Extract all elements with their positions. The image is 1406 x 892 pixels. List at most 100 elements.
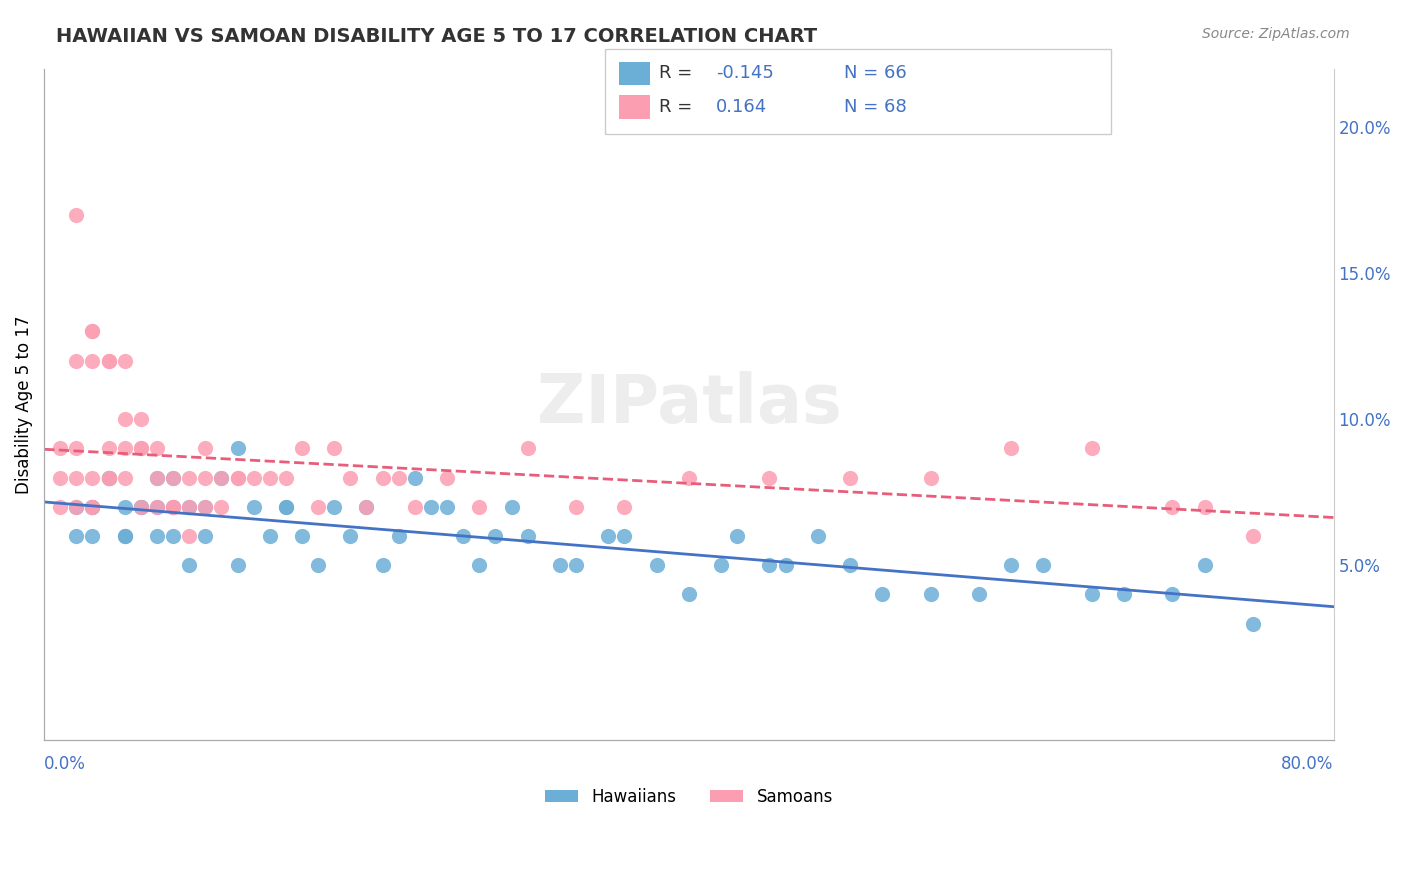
- Point: [129, 442, 152, 456]
- Y-axis label: Disability Age 5 to 17: Disability Age 5 to 17: [15, 315, 32, 494]
- Point: [451, 529, 474, 543]
- Point: [97, 470, 120, 484]
- Text: HAWAIIAN VS SAMOAN DISABILITY AGE 5 TO 17 CORRELATION CHART: HAWAIIAN VS SAMOAN DISABILITY AGE 5 TO 1…: [56, 27, 817, 45]
- Point: [1000, 558, 1022, 573]
- Point: [1112, 587, 1135, 601]
- Point: [65, 500, 87, 514]
- Point: [356, 500, 378, 514]
- Point: [209, 500, 232, 514]
- Point: [339, 470, 361, 484]
- Point: [404, 500, 426, 514]
- Point: [162, 500, 184, 514]
- Point: [226, 442, 249, 456]
- Point: [404, 470, 426, 484]
- Point: [484, 529, 506, 543]
- Point: [194, 500, 217, 514]
- Point: [516, 442, 538, 456]
- Point: [1161, 500, 1184, 514]
- Point: [129, 500, 152, 514]
- Point: [323, 500, 346, 514]
- Point: [82, 500, 104, 514]
- Point: [162, 470, 184, 484]
- Point: [775, 558, 797, 573]
- Point: [146, 470, 169, 484]
- Point: [1194, 558, 1216, 573]
- Point: [307, 558, 329, 573]
- Text: 0.0%: 0.0%: [44, 756, 86, 773]
- Point: [758, 470, 780, 484]
- Point: [872, 587, 894, 601]
- Point: [146, 470, 169, 484]
- Point: [114, 412, 136, 426]
- Point: [323, 442, 346, 456]
- Text: Source: ZipAtlas.com: Source: ZipAtlas.com: [1202, 27, 1350, 41]
- Point: [146, 500, 169, 514]
- Point: [146, 500, 169, 514]
- Point: [613, 529, 636, 543]
- Point: [179, 529, 201, 543]
- Text: 80.0%: 80.0%: [1281, 756, 1334, 773]
- Point: [97, 353, 120, 368]
- Point: [678, 587, 700, 601]
- Text: R =: R =: [659, 64, 699, 82]
- Point: [146, 442, 169, 456]
- Point: [179, 500, 201, 514]
- Point: [598, 529, 620, 543]
- Point: [678, 470, 700, 484]
- Point: [162, 500, 184, 514]
- Point: [129, 500, 152, 514]
- Point: [226, 470, 249, 484]
- Point: [209, 470, 232, 484]
- Point: [162, 470, 184, 484]
- Point: [758, 558, 780, 573]
- Point: [501, 500, 523, 514]
- Point: [339, 529, 361, 543]
- Point: [1000, 442, 1022, 456]
- Point: [468, 500, 491, 514]
- Point: [436, 470, 458, 484]
- Point: [65, 470, 87, 484]
- Point: [179, 470, 201, 484]
- Point: [307, 500, 329, 514]
- Point: [1032, 558, 1054, 573]
- Point: [129, 442, 152, 456]
- Point: [97, 470, 120, 484]
- Point: [1194, 500, 1216, 514]
- Point: [97, 353, 120, 368]
- Point: [129, 500, 152, 514]
- Point: [1241, 529, 1264, 543]
- Point: [114, 442, 136, 456]
- Point: [194, 442, 217, 456]
- Point: [920, 470, 942, 484]
- Text: N = 68: N = 68: [844, 98, 907, 116]
- Point: [420, 500, 443, 514]
- Point: [274, 500, 297, 514]
- Point: [65, 208, 87, 222]
- Legend: Hawaiians, Samoans: Hawaiians, Samoans: [538, 781, 839, 813]
- Point: [65, 529, 87, 543]
- Point: [49, 500, 72, 514]
- Point: [565, 558, 588, 573]
- Point: [82, 470, 104, 484]
- Point: [1081, 587, 1104, 601]
- Point: [65, 353, 87, 368]
- Point: [371, 470, 394, 484]
- Point: [114, 529, 136, 543]
- Point: [162, 500, 184, 514]
- Point: [291, 529, 314, 543]
- Point: [468, 558, 491, 573]
- Point: [967, 587, 990, 601]
- Point: [388, 470, 411, 484]
- Point: [242, 470, 264, 484]
- Point: [839, 558, 862, 573]
- Text: 0.164: 0.164: [716, 98, 766, 116]
- Point: [82, 325, 104, 339]
- Point: [97, 442, 120, 456]
- Text: ZIPatlas: ZIPatlas: [537, 371, 841, 437]
- Point: [516, 529, 538, 543]
- Text: N = 66: N = 66: [844, 64, 907, 82]
- Point: [146, 529, 169, 543]
- Text: -0.145: -0.145: [716, 64, 773, 82]
- Point: [49, 470, 72, 484]
- Point: [114, 470, 136, 484]
